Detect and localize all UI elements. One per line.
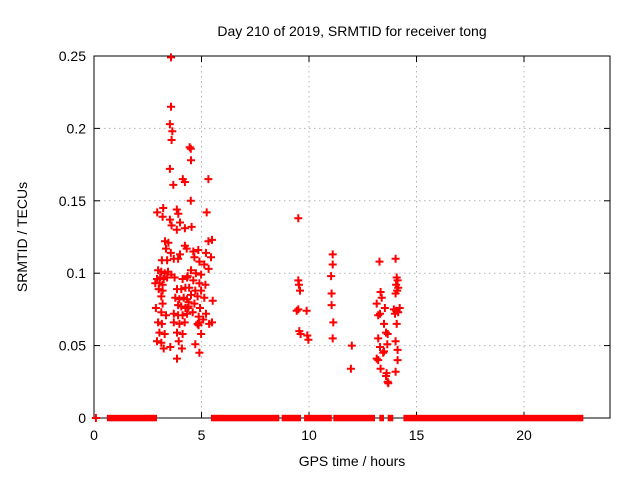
zero-value-band-segment — [281, 414, 302, 422]
scatter-plus-markers — [91, 53, 404, 422]
x-tick-label: 20 — [516, 427, 532, 443]
zero-value-band-segment — [403, 414, 584, 422]
x-axis-label: GPS time / hours — [298, 453, 406, 469]
zero-value-band-segment — [106, 414, 157, 422]
chart-title: Day 210 of 2019, SRMTID for receiver ton… — [217, 23, 487, 39]
zero-value-band-segment — [333, 414, 376, 422]
y-tick-label: 0.05 — [59, 338, 86, 354]
y-tick-label: 0.25 — [59, 48, 86, 64]
y-tick-label: 0.15 — [59, 193, 86, 209]
zero-value-band-segment — [379, 414, 385, 422]
x-tick-label: 5 — [198, 427, 206, 443]
x-tick-label: 15 — [409, 427, 425, 443]
y-tick-label: 0 — [78, 410, 86, 426]
y-tick-label: 0.2 — [67, 120, 87, 136]
y-tick-label: 0.1 — [67, 265, 87, 281]
x-tick-label: 10 — [301, 427, 317, 443]
zero-value-band-segment — [210, 414, 280, 422]
x-tick-label: 0 — [90, 427, 98, 443]
zero-value-band-segment — [304, 414, 332, 422]
zero-value-band-segment — [387, 414, 394, 422]
